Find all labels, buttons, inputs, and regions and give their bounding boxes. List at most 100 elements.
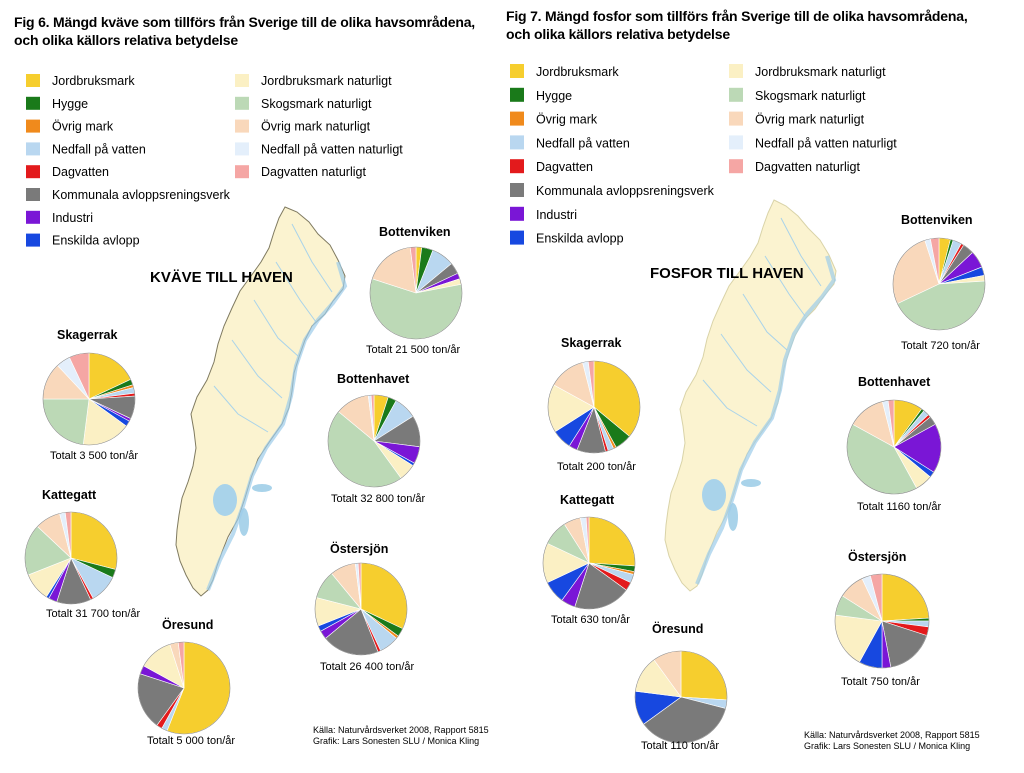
legend-label-jordbruksmark-naturligt-fosfor: Jordbruksmark naturligt bbox=[755, 65, 886, 79]
pie-outline-bottenviken-kvave bbox=[369, 246, 463, 340]
legend-label-kommunala-avloppsreningsverk-kvave: Kommunala avloppsreningsverk bbox=[52, 188, 231, 202]
pie-title-bottenviken-kvave: Bottenviken bbox=[379, 225, 451, 239]
pie-title-ostersjon-fosfor: Östersjön bbox=[848, 549, 906, 564]
legend-swatch-skogsmark-naturligt-fosfor bbox=[729, 87, 743, 102]
legend-label-hygge-kvave: Hygge bbox=[52, 97, 88, 111]
pie-oresund-kvave: Öresund Totalt 5 000 ton/år bbox=[137, 617, 235, 747]
pie-total-oresund-kvave: Totalt 5 000 ton/år bbox=[147, 735, 235, 747]
legend-swatch-nedfall-pa-vatten-naturligt-kvave bbox=[235, 142, 249, 156]
pie-title-kattegatt-fosfor: Kattegatt bbox=[560, 493, 615, 507]
legend-label-enskilda-avlopp-kvave: Enskilda avlopp bbox=[52, 234, 140, 248]
legend-label-hygge-fosfor: Hygge bbox=[536, 89, 572, 103]
legend-swatch-dagvatten-fosfor bbox=[510, 159, 524, 174]
legend-label-jordbruksmark-naturligt-kvave: Jordbruksmark naturligt bbox=[261, 74, 392, 88]
legend-swatch-industri-kvave bbox=[26, 210, 40, 224]
slice-jordbruksmark-ostersjon-fosfor bbox=[881, 573, 930, 622]
panel-kvave: Fig 6. Mängd kväve som tillförs från Sve… bbox=[14, 14, 489, 746]
pie-kattegatt-fosfor: Kattegatt Totalt 630 ton/år bbox=[542, 493, 636, 626]
pie-ostersjon-kvave: Östersjön Totalt 26 400 ton/år bbox=[314, 541, 415, 673]
pie-outline-oresund-kvave bbox=[137, 641, 231, 735]
legend-label-dagvatten-naturligt-kvave: Dagvatten naturligt bbox=[261, 165, 366, 179]
sweden-lakes-kvave bbox=[213, 484, 272, 536]
source-line1-kvave: Källa: Naturvårdsverket 2008, Rapport 58… bbox=[313, 725, 489, 735]
legend-swatch-nedfall-pa-vatten-naturligt-fosfor bbox=[729, 135, 743, 150]
legend-label-ovrig-mark-naturligt-fosfor: Övrig mark naturligt bbox=[755, 113, 865, 127]
legend-swatch-dagvatten-kvave bbox=[26, 165, 40, 179]
legend-label-enskilda-avlopp-fosfor: Enskilda avlopp bbox=[536, 232, 624, 246]
legend-label-skogsmark-naturligt-fosfor: Skogsmark naturligt bbox=[755, 89, 866, 103]
pie-outline-kattegatt-kvave bbox=[24, 511, 118, 605]
legend-swatch-nedfall-pa-vatten-fosfor bbox=[510, 135, 524, 150]
legend-label-nedfall-pa-vatten-kvave: Nedfall på vatten bbox=[52, 142, 146, 156]
source-line1-fosfor: Källa: Naturvårdsverket 2008, Rapport 58… bbox=[804, 730, 980, 740]
legend-swatch-jordbruksmark-kvave bbox=[26, 74, 40, 87]
lake-vanern-fosfor bbox=[702, 479, 726, 511]
sweden-map-kvave bbox=[175, 206, 346, 597]
fig7-title-line2: och olika källors relativa betydelse bbox=[506, 26, 730, 42]
pie-title-skagerrak-kvave: Skagerrak bbox=[57, 328, 118, 342]
slice-jordbruksmark-oresund-fosfor bbox=[680, 650, 728, 701]
pie-title-skagerrak-fosfor: Skagerrak bbox=[561, 336, 622, 350]
pie-total-bottenhavet-kvave: Totalt 32 800 ton/år bbox=[331, 493, 426, 505]
pie-total-ostersjon-fosfor: Totalt 750 ton/år bbox=[841, 676, 920, 688]
pie-total-bottenviken-kvave: Totalt 21 500 ton/år bbox=[366, 344, 461, 356]
pie-total-skagerrak-kvave: Totalt 3 500 ton/år bbox=[50, 450, 138, 462]
legend-swatch-industri-fosfor bbox=[510, 206, 524, 221]
sweden-rivers-kvave bbox=[213, 223, 333, 433]
pie-outline-bottenhavet-fosfor bbox=[846, 399, 942, 495]
lake-malaren-kvave bbox=[252, 484, 272, 492]
pie-total-bottenhavet-fosfor: Totalt 1160 ton/år bbox=[857, 501, 942, 513]
legend-swatch-hygge-fosfor bbox=[510, 87, 524, 102]
pie-oresund-fosfor: Öresund Totalt 110 ton/år bbox=[634, 621, 728, 752]
legend-label-dagvatten-fosfor: Dagvatten bbox=[536, 160, 593, 174]
pie-skagerrak-kvave: Skagerrak Totalt 3 500 ton/år bbox=[42, 328, 138, 462]
legend-fosfor: Jordbruksmark Hygge Övrig mark Nedfall på v… bbox=[510, 64, 897, 246]
pie-title-bottenviken-fosfor: Bottenviken bbox=[901, 213, 973, 227]
lake-malaren-fosfor bbox=[741, 479, 761, 487]
map-title-kvave: KVÄVE TILL HAVEN bbox=[150, 269, 293, 286]
legend-label-ovrig-mark-naturligt-kvave: Övrig mark naturligt bbox=[261, 120, 371, 134]
legend-label-ovrig-mark-fosfor: Övrig mark bbox=[536, 113, 598, 127]
pie-title-bottenhavet-fosfor: Bottenhavet bbox=[858, 375, 931, 389]
pie-skagerrak-fosfor: Skagerrak Totalt 200 ton/år bbox=[547, 336, 641, 473]
slice-skogsmark-naturligt-skagerrak-kvave bbox=[42, 398, 90, 445]
fig6-title-line2: och olika källors relativa betydelse bbox=[14, 32, 238, 48]
legend-label-jordbruksmark-kvave: Jordbruksmark bbox=[52, 74, 135, 88]
legend-label-skogsmark-naturligt-kvave: Skogsmark naturligt bbox=[261, 97, 372, 111]
legend-label-industri-kvave: Industri bbox=[52, 211, 93, 225]
legend-label-dagvatten-kvave: Dagvatten bbox=[52, 165, 109, 179]
pie-title-oresund-kvave: Öresund bbox=[162, 617, 213, 632]
source-line2-kvave: Grafik: Lars Sonesten SLU / Monica Kling bbox=[313, 736, 479, 746]
pie-title-oresund-fosfor: Öresund bbox=[652, 621, 703, 636]
legend-kvave: Jordbruksmark Hygge Övrig mark Nedfall på v… bbox=[26, 74, 403, 248]
legend-swatch-kommunala-avloppsreningsverk-kvave bbox=[26, 188, 40, 201]
pie-outline-ostersjon-fosfor bbox=[834, 573, 930, 669]
legend-swatch-hygge-kvave bbox=[26, 96, 40, 110]
legend-swatch-ovrig-mark-naturligt-fosfor bbox=[729, 111, 743, 126]
legend-label-kommunala-avloppsreningsverk-fosfor: Kommunala avloppsreningsverk bbox=[536, 184, 715, 198]
pie-ostersjon-fosfor: Östersjön Totalt 750 ton/år bbox=[834, 549, 930, 688]
pies: Bottenviken Totalt 21 500 ton/år Skagerrak… bbox=[24, 213, 986, 752]
pie-bottenhavet-fosfor: Bottenhavet Totalt 1160 ton/år bbox=[846, 375, 942, 513]
legend-label-nedfall-pa-vatten-naturligt-kvave: Nedfall på vatten naturligt bbox=[261, 142, 403, 156]
pie-title-ostersjon-kvave: Östersjön bbox=[330, 541, 388, 556]
legend-swatch-kommunala-avloppsreningsverk-fosfor bbox=[510, 183, 524, 197]
legend-swatch-enskilda-avlopp-kvave bbox=[26, 233, 40, 247]
legend-swatch-dagvatten-naturligt-kvave bbox=[235, 165, 249, 179]
fig7-title-line1: Fig 7. Mängd fosfor som tillförs från Sv… bbox=[506, 8, 968, 24]
pie-total-oresund-fosfor: Totalt 110 ton/år bbox=[641, 740, 719, 752]
pie-bottenhavet-kvave: Bottenhavet Totalt 32 800 ton/år bbox=[327, 372, 426, 505]
pie-total-skagerrak-fosfor: Totalt 200 ton/år bbox=[557, 461, 636, 473]
pie-total-bottenviken-fosfor: Totalt 720 ton/år bbox=[901, 340, 980, 352]
pie-kattegatt-kvave: Kattegatt Totalt 31 700 ton/år bbox=[24, 488, 141, 620]
legend-label-industri-fosfor: Industri bbox=[536, 208, 577, 222]
legend-label-nedfall-pa-vatten-fosfor: Nedfall på vatten bbox=[536, 136, 630, 150]
pie-outline-skagerrak-fosfor bbox=[547, 360, 641, 454]
legend-label-ovrig-mark-kvave: Övrig mark bbox=[52, 120, 114, 134]
pie-title-bottenhavet-kvave: Bottenhavet bbox=[337, 372, 410, 386]
legend-swatch-jordbruksmark-fosfor bbox=[510, 64, 524, 78]
legend-swatch-ovrig-mark-naturligt-kvave bbox=[235, 119, 249, 133]
legend-label-nedfall-pa-vatten-naturligt-fosfor: Nedfall på vatten naturligt bbox=[755, 136, 897, 150]
sweden-rivers-fosfor bbox=[702, 217, 822, 427]
